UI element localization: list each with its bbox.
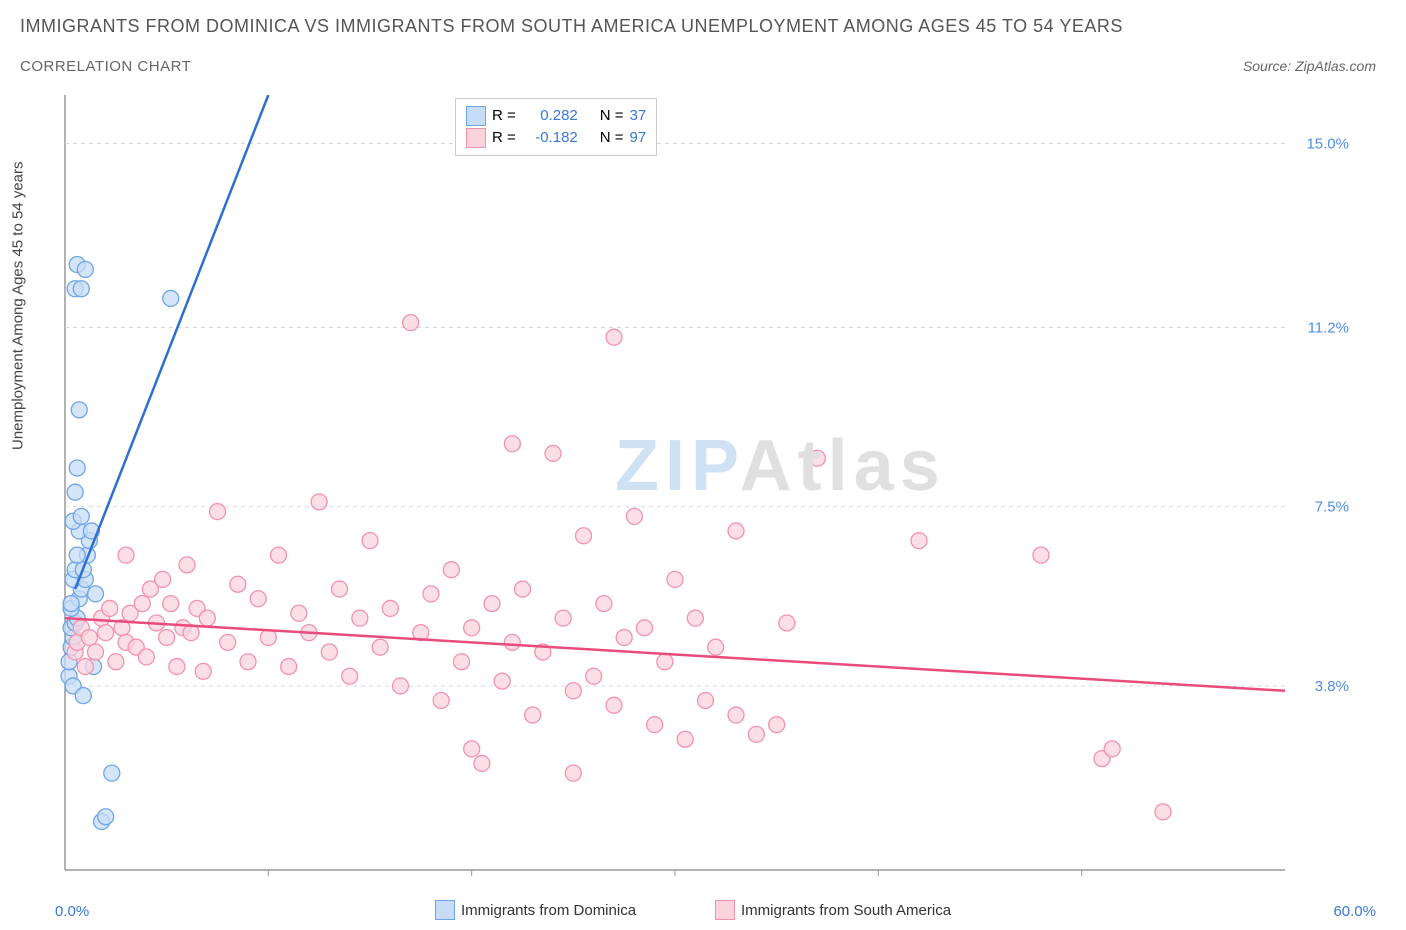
n-label: N = [600,105,624,127]
bottom-legend-southamerica: Immigrants from South America [715,900,951,920]
swatch-dominica-icon [435,900,455,920]
svg-text:15.0%: 15.0% [1306,135,1349,152]
n-label: N = [600,127,624,149]
svg-text:7.5%: 7.5% [1315,499,1349,516]
source-label: Source: [1243,58,1295,74]
stats-legend-box: R = 0.282 N = 37 R = -0.182 N = 97 [455,98,657,156]
bottom-row: 0.0% Immigrants from Dominica Immigrants… [55,894,1376,924]
x-axis-start: 0.0% [55,903,89,920]
swatch-southamerica [466,128,486,148]
x-axis-end: 60.0% [1333,903,1376,920]
legend-label-dominica: Immigrants from Dominica [461,902,636,919]
chart-container: IMMIGRANTS FROM DOMINICA VS IMMIGRANTS F… [0,0,1406,930]
svg-text:11.2%: 11.2% [1308,320,1349,337]
chart-subtitle: CORRELATION CHART [20,58,191,75]
r-value-dominica: 0.282 [522,105,578,127]
r-label: R = [492,105,516,127]
n-value-southamerica: 97 [630,127,647,149]
n-value-dominica: 37 [630,105,647,127]
svg-text:3.8%: 3.8% [1315,678,1349,695]
swatch-dominica [466,106,486,126]
source-name: ZipAtlas.com [1295,58,1376,74]
r-label: R = [492,127,516,149]
chart-title: IMMIGRANTS FROM DOMINICA VS IMMIGRANTS F… [20,16,1123,37]
bottom-legend-dominica: Immigrants from Dominica [435,900,636,920]
source-citation: Source: ZipAtlas.com [1243,58,1376,74]
legend-label-southamerica: Immigrants from South America [741,902,951,919]
swatch-southamerica-icon [715,900,735,920]
stats-row-dominica: R = 0.282 N = 37 [466,105,646,127]
y-axis-label: Unemployment Among Ages 45 to 54 years [10,161,27,450]
chart-plot-area: 15.0%11.2%7.5%3.8% ZIPAtlas R = 0.282 N … [55,95,1355,890]
stats-row-southamerica: R = -0.182 N = 97 [466,127,646,149]
r-value-southamerica: -0.182 [522,127,578,149]
chart-svg: 15.0% 11.2% 7.5% 3.8% [55,95,1355,890]
